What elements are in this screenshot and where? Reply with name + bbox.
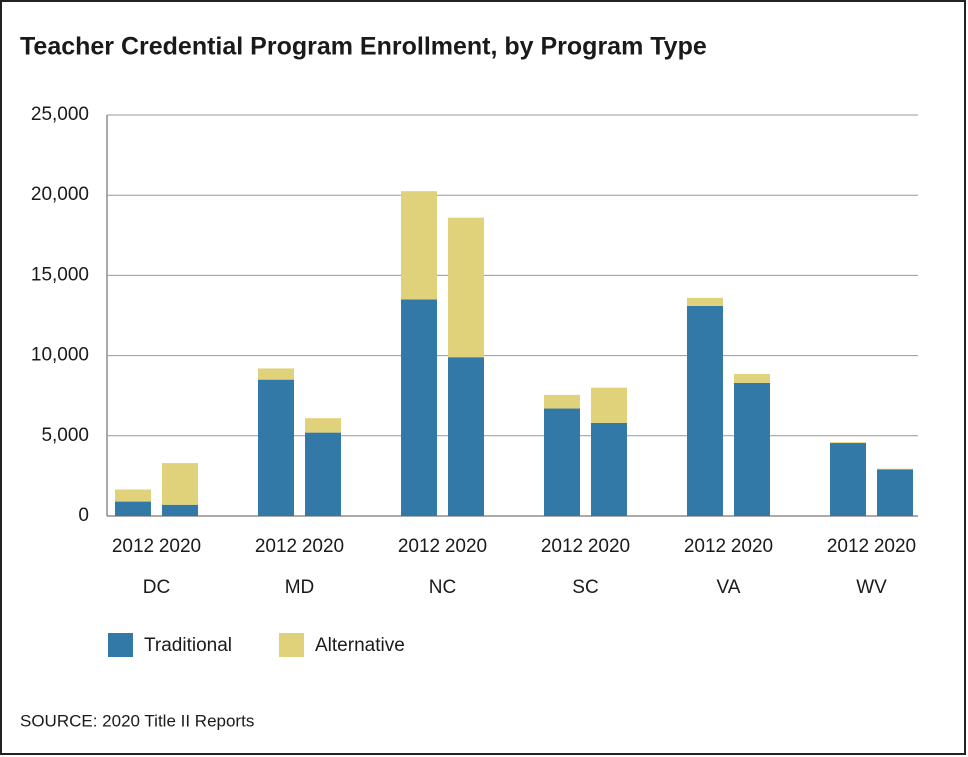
- x-tick-label: 2012: [255, 536, 297, 557]
- x-tick-label: 2020: [302, 536, 344, 557]
- y-tick-label: 10,000: [31, 345, 89, 366]
- group-label: VA: [717, 577, 741, 598]
- y-tick-label: 0: [78, 505, 89, 526]
- y-tick-label: 5,000: [41, 425, 89, 446]
- chart-title: Teacher Credential Program Enrollment, b…: [20, 33, 707, 61]
- group-label: NC: [429, 577, 456, 598]
- x-tick-label: 2020: [159, 536, 201, 557]
- x-tick-label: 2020: [874, 536, 916, 557]
- group-label: MD: [285, 577, 315, 598]
- legend-swatch: [108, 633, 133, 657]
- x-tick-label: 2012: [684, 536, 726, 557]
- bar-segment: [305, 432, 341, 516]
- bar-segment: [544, 408, 580, 516]
- x-tick-label: 2012: [541, 536, 583, 557]
- group-label: DC: [143, 577, 170, 598]
- bar-segment: [877, 468, 913, 470]
- bar-segment: [830, 443, 866, 516]
- y-tick-label: 15,000: [31, 264, 89, 285]
- x-tick-label: 2020: [731, 536, 773, 557]
- bar-segment: [401, 191, 437, 300]
- group-label: WV: [856, 577, 887, 598]
- legend-swatch: [279, 633, 304, 657]
- x-tick-label: 2020: [445, 536, 487, 557]
- bar-segment: [877, 469, 913, 516]
- bar-segment: [115, 489, 151, 502]
- x-tick-label: 2012: [398, 536, 440, 557]
- bar-segment: [544, 394, 580, 409]
- bar-segment: [448, 217, 484, 358]
- bar-segment: [401, 299, 437, 516]
- group-label: SC: [572, 577, 598, 598]
- bar-segment: [448, 357, 484, 516]
- bar-segment: [258, 368, 294, 380]
- bar-segment: [591, 422, 627, 516]
- y-tick-label: 25,000: [31, 104, 89, 125]
- x-tick-label: 2012: [827, 536, 869, 557]
- bar-segment: [115, 501, 151, 516]
- x-tick-label: 2012: [112, 536, 154, 557]
- x-tick-label: 2020: [588, 536, 630, 557]
- bar-segment: [734, 374, 770, 383]
- bar-segment: [830, 442, 866, 444]
- source: SOURCE: 2020 Title II Reports: [20, 711, 254, 730]
- legend-label: Alternative: [315, 635, 405, 656]
- bar-segment: [687, 305, 723, 516]
- legend-label: Traditional: [144, 635, 232, 656]
- y-tick-label: 20,000: [31, 184, 89, 205]
- bar-segment: [591, 387, 627, 423]
- bar-segment: [687, 297, 723, 306]
- bar-segment: [162, 463, 198, 505]
- bar-segment: [162, 504, 198, 516]
- bar-segment: [305, 418, 341, 433]
- bar-segment: [734, 382, 770, 516]
- bar-segment: [258, 379, 294, 516]
